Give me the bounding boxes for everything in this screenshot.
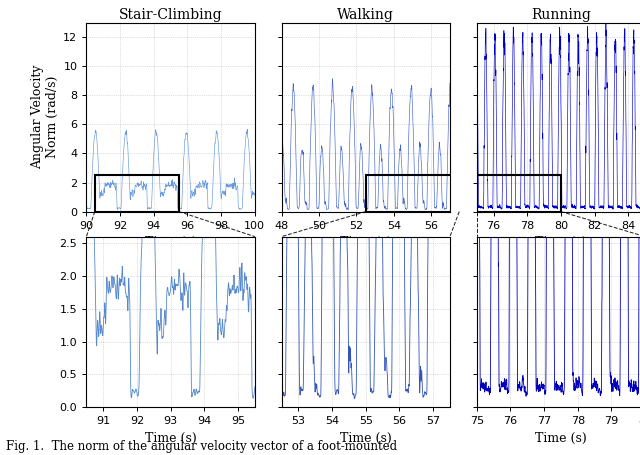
Bar <box>95 175 179 212</box>
Bar <box>477 175 561 212</box>
Title: Walking: Walking <box>337 8 394 21</box>
X-axis label: Time (s): Time (s) <box>535 236 587 249</box>
X-axis label: Time (s): Time (s) <box>535 432 587 445</box>
Text: Fig. 1.  The norm of the angular velocity vector of a foot-mounted: Fig. 1. The norm of the angular velocity… <box>6 440 397 453</box>
Title: Running: Running <box>531 8 591 21</box>
X-axis label: Time (s): Time (s) <box>145 236 196 249</box>
X-axis label: Time (s): Time (s) <box>340 236 392 249</box>
X-axis label: Time (s): Time (s) <box>340 432 392 445</box>
Title: Stair-Climbing: Stair-Climbing <box>119 8 222 21</box>
X-axis label: Time (s): Time (s) <box>145 432 196 445</box>
Bar <box>365 175 460 212</box>
Y-axis label: Angular Velocity
Norm (rad/s): Angular Velocity Norm (rad/s) <box>31 65 59 169</box>
